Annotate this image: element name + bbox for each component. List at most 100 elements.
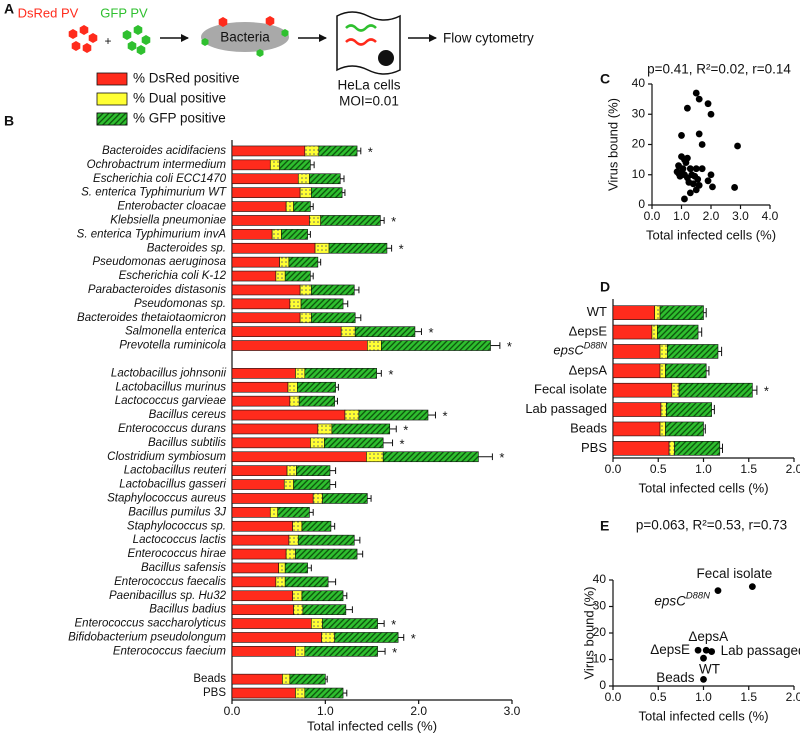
x-tick-label: 0.0 — [605, 690, 622, 704]
bar-segment — [328, 242, 388, 254]
bar-segment — [284, 576, 329, 588]
category-label: Clostridium symbiosum — [107, 451, 226, 463]
x-tick-label: 1.5 — [740, 690, 757, 704]
category-label: Bifidobacterium pseudolongum — [68, 631, 226, 643]
bar-segment — [311, 618, 323, 629]
bar-segment — [231, 270, 277, 282]
category-label: ΔepsA — [569, 362, 608, 377]
bar-segment — [231, 590, 293, 602]
x-tick-label: 1.0 — [695, 690, 712, 704]
category-label: Bacteroides sp. — [147, 242, 226, 254]
bar-segment — [666, 402, 712, 417]
error-bar — [367, 495, 372, 502]
bar-segment — [231, 451, 367, 463]
bar-segment — [612, 382, 673, 398]
bar-segment — [358, 409, 429, 421]
x-tick-label: 1.0 — [673, 209, 690, 223]
error-bar — [334, 397, 338, 405]
bar-segment — [674, 441, 721, 456]
bar-segment — [314, 242, 330, 254]
error-bar — [717, 346, 723, 357]
bar-segment — [671, 382, 680, 398]
virus-label: GFP PV — [100, 5, 148, 20]
error-bar — [706, 366, 710, 376]
bar-segment — [304, 145, 320, 157]
data-point — [692, 165, 700, 173]
error-bar — [380, 217, 385, 224]
bar-segment — [287, 381, 298, 393]
error-bar — [325, 675, 328, 683]
error-bar — [357, 147, 362, 155]
bar-segment — [659, 344, 668, 359]
bar-segment — [367, 340, 382, 351]
y-axis-title: Virus bound (%) — [581, 587, 596, 680]
error-bar — [355, 314, 362, 322]
error-bar — [357, 550, 364, 558]
category-label: WT — [587, 304, 607, 319]
x-tick-label: 0.0 — [605, 462, 622, 476]
y-tick-label: 30 — [632, 106, 646, 120]
bar-segment — [231, 534, 290, 546]
bar-segment — [231, 298, 291, 310]
bar-segment — [289, 395, 300, 407]
x-tick-label: 2.0 — [410, 704, 427, 718]
bacteria-shape — [201, 22, 289, 52]
label-superscript: D88N — [584, 341, 608, 351]
bar-segment — [289, 673, 326, 685]
y-tick-label: 10 — [632, 167, 646, 181]
bar-segment — [297, 534, 355, 546]
bar-segment — [275, 270, 286, 282]
bar-segment — [231, 201, 287, 212]
category-label: Pseudomonas sp. — [134, 298, 226, 310]
bar-segment — [231, 381, 289, 393]
bar-segment — [231, 520, 293, 532]
data-point — [704, 100, 712, 108]
error-bar — [345, 606, 353, 613]
bar-segment — [231, 409, 346, 421]
x-tick-label: 1.5 — [740, 462, 757, 476]
legend-label: % Dual positive — [133, 91, 226, 106]
bar-segment — [279, 256, 290, 268]
x-tick-label: 2.0 — [786, 690, 800, 704]
category-label: Ochrobactrum intermedium — [87, 159, 227, 171]
error-bar — [698, 327, 703, 337]
x-tick-label: 2.0 — [786, 462, 800, 476]
data-point — [707, 110, 715, 118]
bar-segment — [292, 590, 303, 602]
error-bar — [307, 564, 312, 572]
x-tick-label: 0.5 — [650, 462, 667, 476]
red-rna — [345, 38, 377, 46]
category-label: epsCD88N — [553, 341, 607, 358]
bar-segment — [612, 441, 670, 456]
y-axis-title: Virus bound (%) — [605, 98, 620, 191]
error-bar — [376, 370, 382, 377]
bar-segment — [288, 534, 299, 546]
data-point — [704, 177, 712, 185]
x-tick-label: 2.0 — [703, 209, 720, 223]
category-label: Escherichia coli K-12 — [119, 270, 227, 282]
category-label: Bacillus cereus — [149, 409, 227, 421]
category-label: Bacteroides acidifaciens — [102, 145, 226, 157]
category-label: Enterococcus saccharolyticus — [75, 618, 227, 630]
data-point — [708, 648, 716, 655]
bar-segment — [288, 256, 319, 268]
error-bar — [328, 578, 337, 586]
significance-marker: * — [411, 631, 416, 646]
y-tick-label: 0 — [599, 678, 606, 692]
data-point — [748, 583, 756, 591]
bar-segment — [283, 479, 294, 490]
significance-marker: * — [388, 367, 393, 382]
bar-segment — [231, 340, 368, 351]
error-bar — [377, 648, 386, 655]
data-point — [689, 180, 697, 188]
bar-segment — [292, 520, 303, 532]
category-label: ΔepsE — [569, 324, 608, 339]
data-point — [686, 189, 694, 197]
data-point — [700, 675, 707, 683]
y-tick-label: 0 — [638, 197, 645, 211]
error-bar — [343, 592, 348, 600]
bar-segment — [302, 604, 347, 615]
bar-segment — [612, 421, 661, 437]
error-bar — [343, 689, 348, 697]
